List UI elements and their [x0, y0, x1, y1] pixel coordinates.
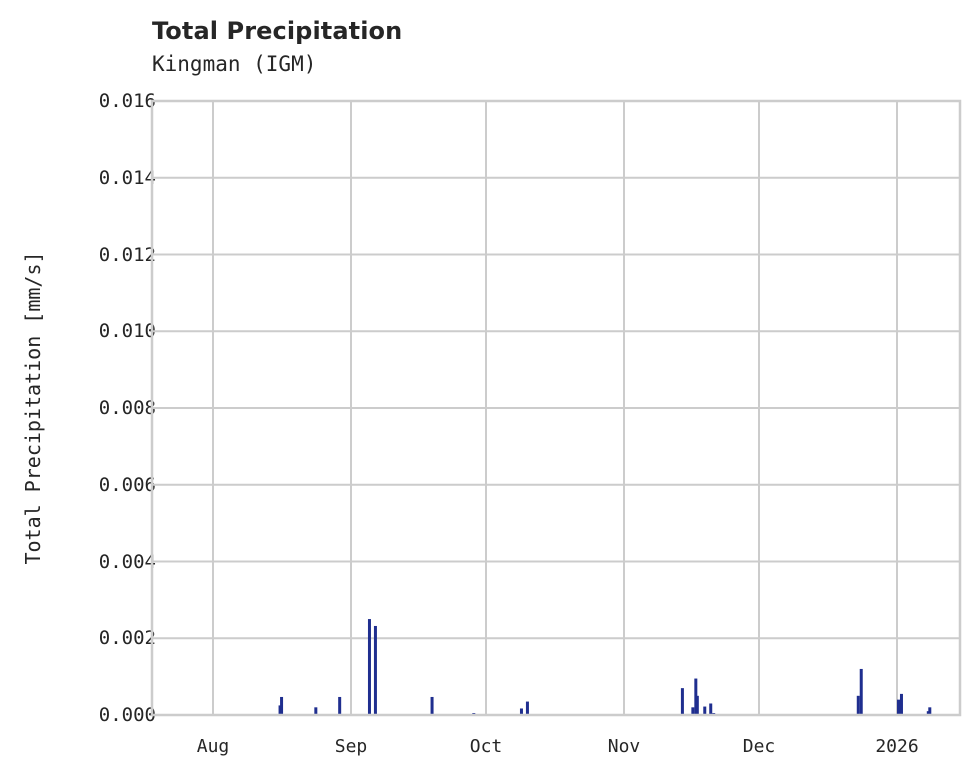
precip-bar: [899, 693, 903, 715]
x-tick: Nov: [607, 736, 641, 757]
chart-title: Total Precipitation: [152, 17, 403, 45]
y-tick: 0.012: [98, 244, 156, 266]
plot-frame: [150, 99, 962, 717]
x-tick: Sep: [334, 736, 368, 757]
precip-bar: [373, 625, 377, 715]
precip-bar: [695, 695, 699, 715]
y-tick: 0.016: [98, 90, 156, 112]
precip-bar: [367, 619, 371, 715]
chart-subtitle: Kingman (IGM): [152, 52, 317, 76]
precip-bar: [680, 688, 684, 715]
precip-bar: [691, 707, 695, 715]
y-tick: 0.004: [98, 551, 156, 573]
precip-bar: [314, 707, 318, 715]
precip-bar: [859, 668, 863, 715]
x-tick: Dec: [742, 736, 776, 757]
precip-bar: [856, 695, 860, 715]
gridlines: [152, 100, 960, 716]
y-tick: 0.002: [98, 627, 156, 649]
precipitation-bars: [278, 619, 932, 715]
y-tick: 0.014: [98, 167, 156, 189]
x-tick: 2026: [875, 736, 919, 757]
precip-bar: [525, 701, 529, 715]
y-tick: 0.008: [98, 397, 156, 419]
y-tick: 0.006: [98, 474, 156, 496]
precip-bar: [897, 699, 900, 715]
precip-bar: [703, 706, 707, 715]
y-tick: 0.010: [98, 320, 156, 342]
precip-bar: [430, 696, 434, 715]
precip-bar: [338, 696, 342, 715]
y-tick: 0.000: [98, 704, 156, 726]
precip-bar: [280, 696, 284, 715]
x-tick: Oct: [469, 736, 503, 757]
precip-bar: [926, 711, 930, 715]
precip-bar: [709, 703, 713, 715]
x-tick: Aug: [196, 736, 230, 757]
precip-bar: [519, 708, 523, 715]
